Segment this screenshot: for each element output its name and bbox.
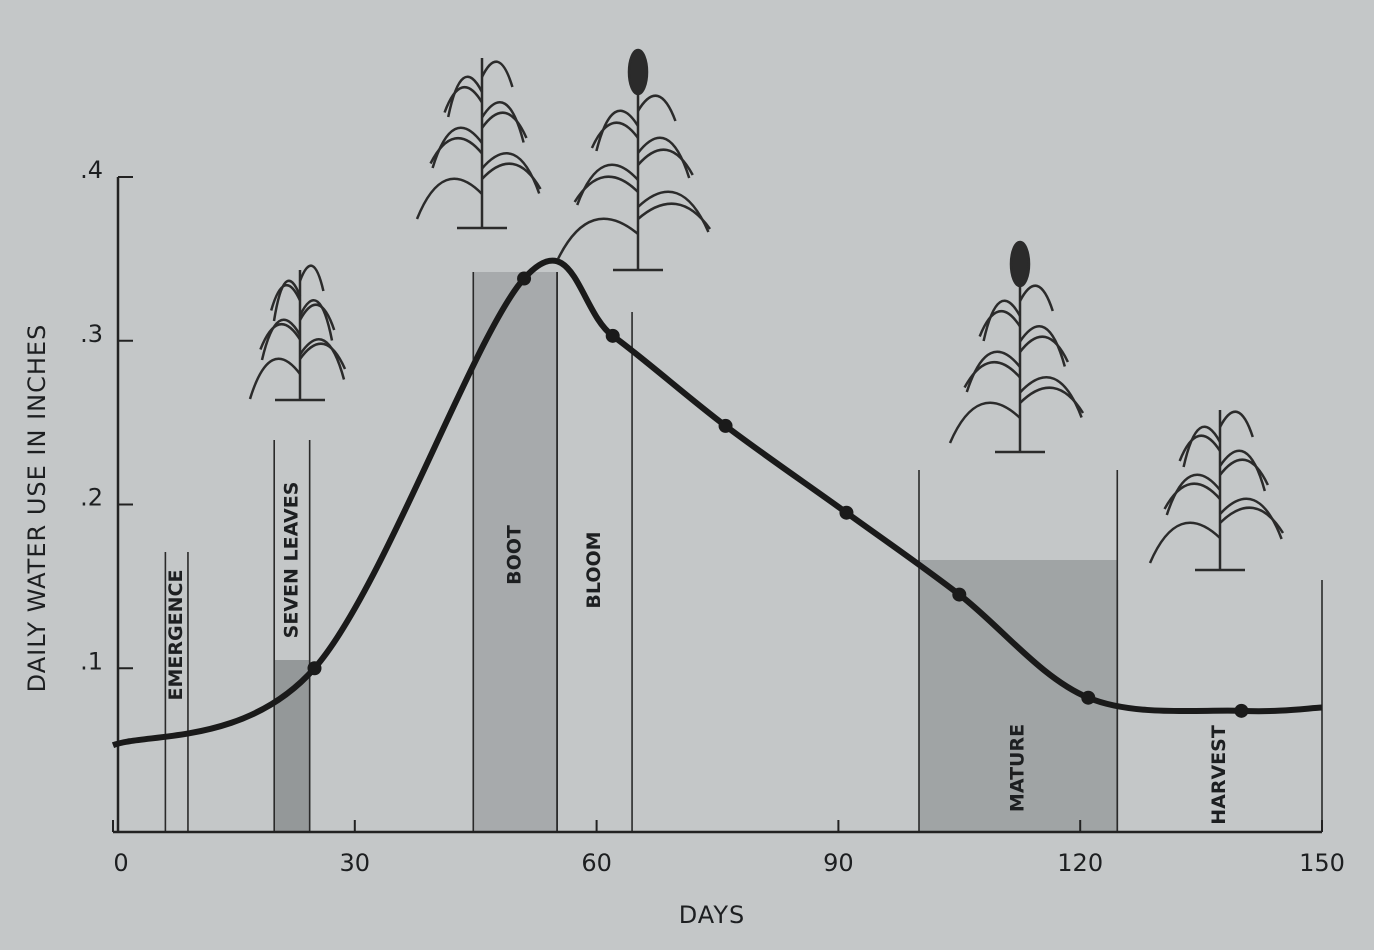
- x-tick-label: 150: [1299, 849, 1345, 877]
- plant-leaf: [417, 179, 482, 219]
- x-tick-label: 120: [1057, 849, 1103, 877]
- plant-illustration: [558, 50, 710, 270]
- x-axis-title: DAYS: [679, 901, 746, 929]
- plant-leaf: [482, 62, 512, 87]
- point: [839, 506, 853, 520]
- plant-leaf: [1020, 326, 1065, 366]
- x-tick-label: 0: [113, 849, 128, 877]
- plant-leaf: [1020, 337, 1068, 362]
- page: {"chart_data": { "type": "line", "x_labe…: [0, 0, 1374, 950]
- y-tick-label: .2: [80, 484, 103, 512]
- plant-leaf: [950, 403, 1020, 443]
- point: [719, 419, 733, 433]
- plant-leaf: [1020, 286, 1053, 311]
- x-tick-label: 60: [581, 849, 612, 877]
- stage-label: HARVEST: [1208, 725, 1230, 825]
- plant-leaf: [967, 352, 1020, 392]
- plant-illustration: [417, 58, 541, 228]
- plant-leaf: [482, 153, 539, 193]
- stage-label: BOOT: [504, 525, 526, 585]
- plant-leaf: [300, 266, 323, 291]
- plant-leaf: [262, 320, 300, 360]
- plant-leaf: [250, 359, 300, 399]
- plant-leaf: [1167, 475, 1220, 515]
- plant-leaf: [1020, 377, 1082, 417]
- plant-leaf: [638, 96, 675, 121]
- plant-leaf: [433, 128, 482, 168]
- stage-label: SEVEN LEAVES: [280, 482, 302, 639]
- y-tick-label: .1: [80, 647, 103, 675]
- plant-leaf: [1220, 412, 1253, 437]
- plant-leaf: [300, 339, 344, 379]
- y-tick-label: .3: [80, 320, 103, 348]
- plant-leaf: [274, 281, 300, 321]
- y-axis-title: DAILY WATER USE IN INCHES: [23, 324, 51, 693]
- plant-head: [629, 50, 647, 94]
- point: [606, 329, 620, 343]
- point: [1234, 704, 1248, 718]
- plant-leaf: [1150, 523, 1220, 563]
- plant-leaf: [1220, 499, 1282, 539]
- stage-label: EMERGENCE: [165, 570, 187, 701]
- plant-illustration: [1150, 410, 1283, 570]
- plant-head: [1011, 242, 1029, 286]
- plant-leaf: [1220, 451, 1265, 491]
- x-tick-label: 30: [340, 849, 371, 877]
- plant-leaf: [482, 113, 526, 138]
- plant-leaf: [558, 219, 638, 259]
- x-tick-label: 90: [823, 849, 854, 877]
- plant-leaf: [300, 300, 332, 340]
- plant-leaf: [1184, 427, 1220, 467]
- plant-illustration: [250, 266, 345, 400]
- plant-illustration: [950, 242, 1083, 452]
- y-tick-label: .4: [80, 156, 103, 184]
- point: [308, 661, 322, 675]
- point: [952, 588, 966, 602]
- plant-leaf: [482, 102, 524, 142]
- stage-label: BLOOM: [583, 531, 605, 608]
- stage-label: MATURE: [1007, 724, 1029, 812]
- point: [517, 272, 531, 286]
- point: [1081, 691, 1095, 705]
- chart: DAYS DAILY WATER USE IN INCHES EMERGENCE…: [0, 0, 1374, 950]
- stage-band: [274, 660, 309, 832]
